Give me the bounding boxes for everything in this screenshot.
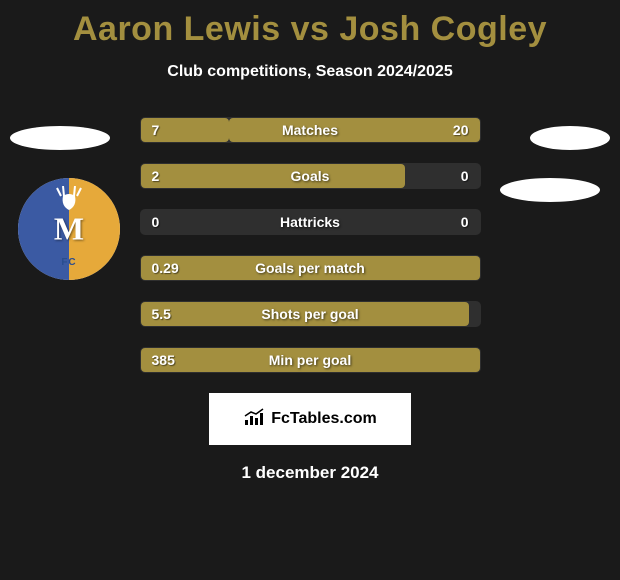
stat-label: Shots per goal [261, 301, 358, 327]
stat-row: 385 Min per goal [140, 347, 481, 373]
stat-label: Hattricks [280, 209, 340, 235]
attribution-icon [243, 408, 265, 431]
value-a: 5.5 [152, 301, 171, 327]
page-subtitle: Club competitions, Season 2024/2025 [0, 63, 620, 81]
value-a: 385 [152, 347, 175, 373]
value-b: 20 [453, 117, 469, 143]
stat-label: Matches [282, 117, 338, 143]
attribution-text: FcTables.com [271, 410, 377, 428]
stat-row: 0 Hattricks 0 [140, 209, 481, 235]
value-a: 0 [152, 209, 160, 235]
value-b: 0 [461, 209, 469, 235]
value-a: 0.29 [152, 255, 179, 281]
comparison-card: Aaron Lewis vs Josh Cogley Club competit… [0, 0, 620, 580]
snapshot-date: 1 december 2024 [0, 463, 620, 483]
stats-area: 7 Matches 20 2 Goals 0 0 Hattricks 0 0.29 Goals pe… [0, 117, 620, 373]
stat-row: 5.5 Shots per goal [140, 301, 481, 327]
stat-label: Goals [291, 163, 330, 189]
stat-label: Goals per match [255, 255, 365, 281]
bar-player-b [229, 118, 480, 142]
value-a: 2 [152, 163, 160, 189]
page-title: Aaron Lewis vs Josh Cogley [0, 10, 620, 49]
stat-row: 7 Matches 20 [140, 117, 481, 143]
bar-player-a [141, 164, 405, 188]
value-b: 0 [461, 163, 469, 189]
stat-label: Min per goal [269, 347, 351, 373]
stat-row: 0.29 Goals per match [140, 255, 481, 281]
value-a: 7 [152, 117, 160, 143]
attribution-badge: FcTables.com [209, 393, 411, 445]
stat-row: 2 Goals 0 [140, 163, 481, 189]
